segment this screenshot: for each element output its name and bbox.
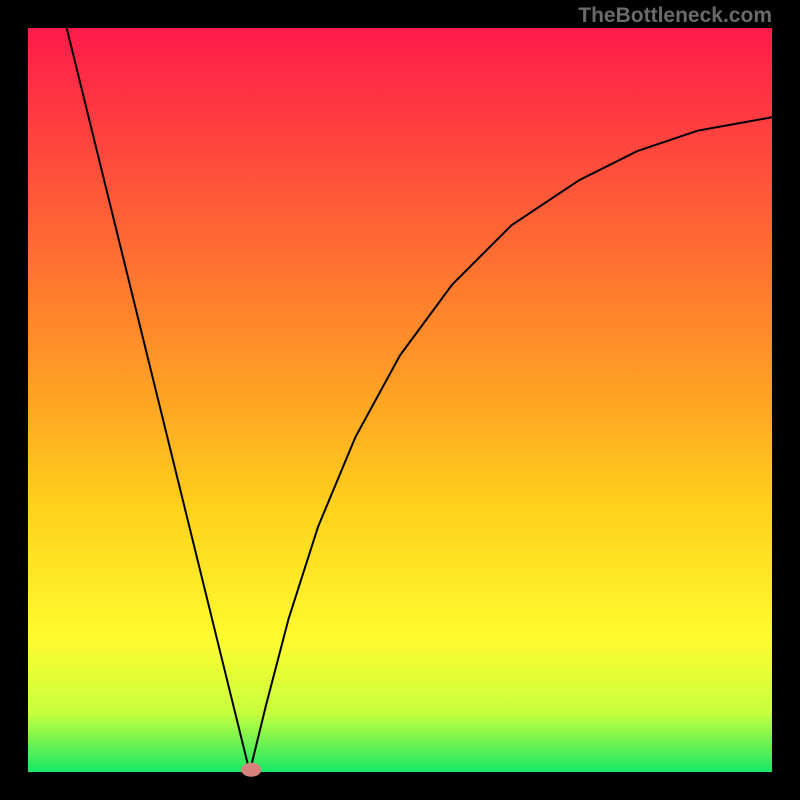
bottleneck-curve [28,28,772,772]
valley-marker [241,763,261,777]
chart-plot-area [28,28,772,772]
curve-line [67,28,772,772]
watermark-text: TheBottleneck.com [578,4,772,28]
